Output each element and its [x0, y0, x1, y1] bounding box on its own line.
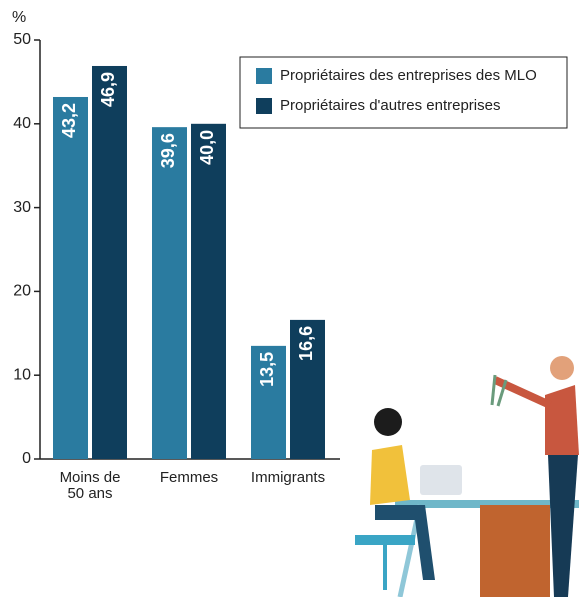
legend-label: Propriétaires des entreprises des MLO: [280, 67, 537, 84]
illustration: [355, 356, 579, 597]
legend-swatch: [256, 98, 272, 114]
x-tick-label: Femmes: [159, 469, 219, 486]
value-label: 16,6: [296, 326, 316, 361]
value-label: 46,9: [98, 72, 118, 107]
bar: [290, 319, 325, 459]
bar: [152, 127, 187, 459]
y-tick-label: 30: [13, 199, 31, 216]
value-label: 40,0: [197, 130, 217, 165]
bar: [92, 65, 127, 459]
legend-swatch: [256, 68, 272, 84]
value-label: 43,2: [59, 103, 79, 138]
value-label: 39,6: [158, 133, 178, 168]
y-tick-label: 20: [13, 283, 31, 300]
y-tick-label: 0: [22, 450, 31, 467]
bar: [53, 96, 88, 459]
bar: [191, 123, 226, 460]
y-tick-label: 50: [13, 31, 31, 48]
y-tick-label: 10: [13, 366, 31, 383]
y-tick-label: 40: [13, 115, 31, 132]
value-label: 13,5: [257, 352, 277, 387]
legend-box: [239, 56, 568, 129]
bar: [251, 345, 286, 459]
x-tick-label: Immigrants: [250, 469, 326, 486]
x-tick-label: Moins de 50 ans: [59, 469, 121, 502]
y-axis-label: %: [12, 9, 26, 26]
legend-label: Propriétaires d'autres entreprises: [280, 97, 500, 114]
